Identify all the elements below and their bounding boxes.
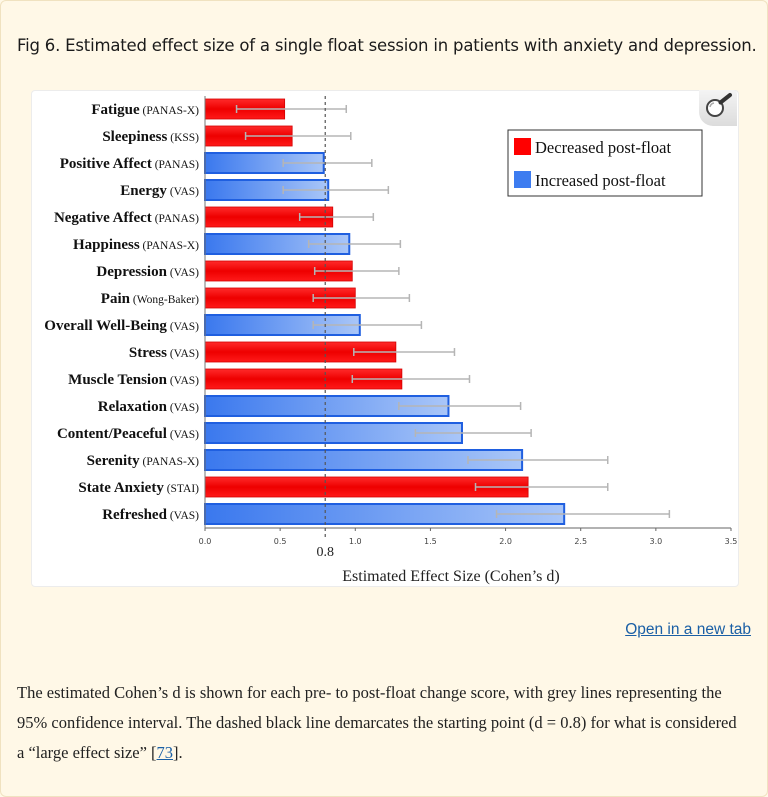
x-axis-label: Estimated Effect Size (Cohen’s d) bbox=[342, 568, 559, 585]
figure-caption-body: The estimated Cohen’s d is shown for eac… bbox=[17, 678, 747, 768]
ci-whisker bbox=[313, 267, 400, 275]
open-in-new-tab-link[interactable]: Open in a new tab bbox=[625, 621, 751, 638]
reference-line-label: 0.8 bbox=[316, 545, 334, 560]
caption-text-end: ]. bbox=[173, 743, 183, 762]
category-label: Content/Peaceful (VAS) bbox=[57, 426, 199, 442]
ci-whisker bbox=[495, 510, 671, 518]
figure-title: Fig 6. Estimated effect size of a single… bbox=[17, 36, 757, 55]
ci-whisker bbox=[414, 429, 532, 437]
ci-whisker bbox=[282, 186, 390, 194]
category-label: Overall Well-Being (VAS) bbox=[44, 318, 199, 334]
y-axis-labels: Fatigue (PANAS-X) Sleepiness (KSS) Positiv… bbox=[44, 102, 199, 523]
category-label: Depression (VAS) bbox=[96, 264, 199, 280]
ci-whisker bbox=[244, 132, 352, 140]
x-tick-label: 2.0 bbox=[499, 537, 512, 546]
ci-whisker bbox=[467, 456, 609, 464]
category-label: Energy (VAS) bbox=[120, 183, 199, 199]
category-label: Fatigue (PANAS-X) bbox=[91, 102, 199, 118]
x-tick-label: 3.0 bbox=[649, 537, 662, 546]
category-label: Relaxation (VAS) bbox=[98, 399, 199, 415]
ci-whisker bbox=[312, 321, 423, 329]
x-tick-label: 1.5 bbox=[424, 537, 437, 546]
ci-whisker bbox=[353, 348, 456, 356]
category-label: Happiness (PANAS-X) bbox=[73, 237, 199, 253]
category-label: Pain (Wong-Baker) bbox=[101, 291, 199, 307]
legend: Decreased post-float Increased post-floa… bbox=[507, 129, 703, 197]
ci-whisker bbox=[235, 105, 348, 113]
x-axis: 0.0 0.5 1.0 1.5 2.0 2.5 3.0 3.5 0.8 bbox=[199, 96, 738, 560]
x-tick-label: 1.0 bbox=[349, 537, 362, 546]
category-label: Positive Affect (PANAS) bbox=[60, 156, 199, 172]
ci-whisker bbox=[351, 375, 471, 383]
x-tick-label: 3.5 bbox=[725, 537, 738, 546]
category-label: Serenity (PANAS-X) bbox=[87, 453, 200, 469]
ci-whisker bbox=[474, 483, 609, 491]
legend-label-decreased: Decreased post-float bbox=[535, 138, 671, 157]
legend-swatch-increased bbox=[514, 171, 531, 188]
magnifier-icon bbox=[706, 93, 732, 117]
category-label: Refreshed (VAS) bbox=[102, 507, 199, 523]
ci-whisker bbox=[282, 159, 373, 167]
caption-text: The estimated Cohen’s d is shown for eac… bbox=[17, 683, 737, 762]
ci-whisker bbox=[398, 402, 522, 410]
zoom-button[interactable] bbox=[699, 90, 737, 126]
x-tick-label: 2.5 bbox=[574, 537, 587, 546]
effect-size-chart: 0.0 0.5 1.0 1.5 2.0 2.5 3.0 3.5 0.8 Fatigue (PAN… bbox=[44, 96, 738, 585]
category-label: Negative Affect (PANAS) bbox=[54, 210, 199, 226]
x-tick-label: 0.0 bbox=[199, 537, 212, 546]
category-label: Stress (VAS) bbox=[129, 345, 199, 361]
ci-whisker bbox=[307, 240, 402, 248]
reference-link[interactable]: 73 bbox=[156, 743, 174, 762]
legend-label-increased: Increased post-float bbox=[535, 171, 666, 190]
category-label: Sleepiness (KSS) bbox=[102, 129, 199, 145]
category-label: Muscle Tension (VAS) bbox=[68, 372, 199, 388]
category-label: State Anxiety (STAI) bbox=[78, 480, 199, 496]
ci-whisker bbox=[298, 213, 375, 221]
ci-whisker bbox=[312, 294, 411, 302]
x-tick-label: 0.5 bbox=[274, 537, 287, 546]
bars-layer bbox=[204, 98, 671, 525]
legend-swatch-decreased bbox=[514, 138, 531, 155]
